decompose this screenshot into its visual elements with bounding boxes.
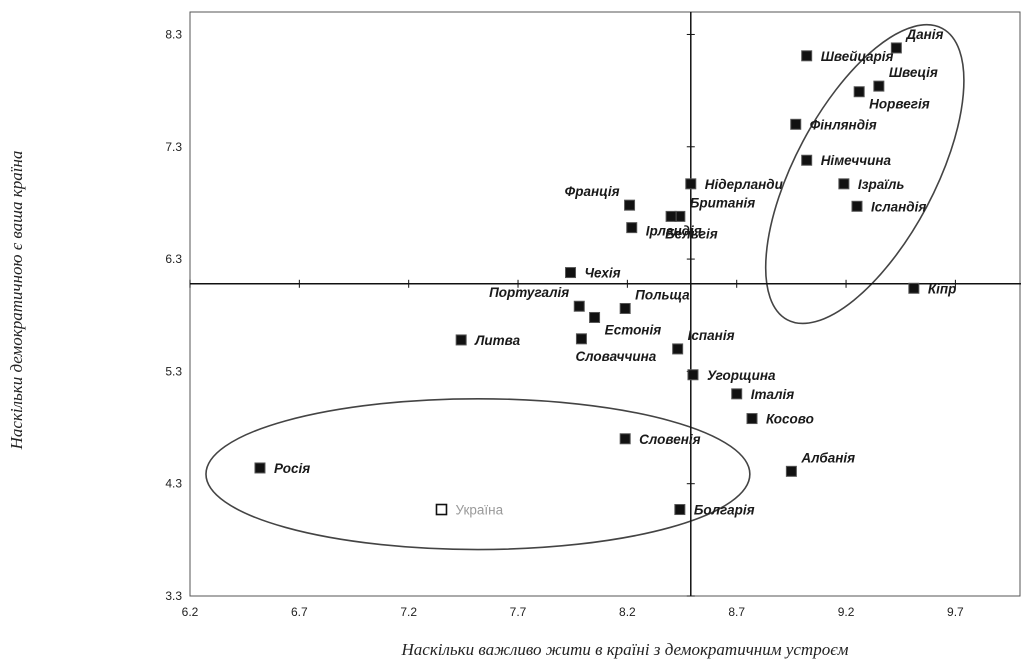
plot-area xyxy=(189,11,1021,597)
data-point-marker xyxy=(619,433,631,445)
x-tick-label: 6.7 xyxy=(291,605,308,619)
data-point-marker xyxy=(575,333,587,345)
data-point-label: Чехія xyxy=(585,266,621,281)
y-tick-label: 8.3 xyxy=(165,27,182,41)
y-axis-title: Наскільки демократичною є ваша країна xyxy=(7,151,26,451)
data-point-label: Польща xyxy=(635,287,690,302)
data-point-label: Ізраїль xyxy=(858,177,905,192)
data-point-marker xyxy=(674,504,686,516)
highlight-ellipses xyxy=(205,23,965,551)
data-point-marker xyxy=(254,462,266,474)
data-point-marker xyxy=(853,86,865,98)
x-tick-label: 7.7 xyxy=(510,605,527,619)
y-tick-label: 4.3 xyxy=(165,477,182,491)
data-point-label: Косово xyxy=(766,412,814,427)
data-point-label: Росія xyxy=(274,461,310,476)
data-point-marker xyxy=(790,118,802,130)
data-point-label: Нідерланди xyxy=(705,177,784,192)
data-point-label: Португалія xyxy=(489,285,569,300)
data-point-label: Албанія xyxy=(800,450,855,465)
data-point-marker xyxy=(908,282,920,294)
data-point-label: Ісландія xyxy=(871,199,926,214)
data-point-marker xyxy=(746,413,758,425)
x-tick-label: 8.7 xyxy=(728,605,745,619)
data-point-marker xyxy=(565,267,577,279)
data-point-label: Болгарія xyxy=(694,503,755,518)
data-point-marker xyxy=(873,80,885,92)
x-tick-label: 7.2 xyxy=(400,605,417,619)
data-point-marker xyxy=(685,178,697,190)
x-tick-label: 6.2 xyxy=(182,605,199,619)
data-point-marker xyxy=(890,42,902,54)
data-point-label: Швейцарія xyxy=(821,49,894,64)
data-point-label: Фінляндія xyxy=(810,117,877,132)
data-points xyxy=(254,42,920,516)
data-point-label: Данія xyxy=(905,27,943,42)
data-point-label: Норвегія xyxy=(869,97,930,112)
x-axis-title: Наскільки важливо жити в країні з демокр… xyxy=(401,640,849,659)
x-tick-label: 9.2 xyxy=(838,605,855,619)
data-point-marker xyxy=(665,210,677,222)
data-point-label: Італія xyxy=(751,387,795,402)
data-point-label: Іспанія xyxy=(688,328,735,343)
data-point-label: Словенія xyxy=(639,432,700,447)
data-point-marker xyxy=(672,343,684,355)
x-tick-label: 8.2 xyxy=(619,605,636,619)
y-tick-label: 6.3 xyxy=(165,252,182,266)
data-point-marker xyxy=(851,200,863,212)
data-point-label: Франція xyxy=(565,184,620,199)
y-tick-label: 3.3 xyxy=(165,589,182,603)
data-point-marker xyxy=(838,178,850,190)
data-point-marker xyxy=(801,50,813,62)
data-point-marker xyxy=(624,199,636,211)
data-point-label: Бельгія xyxy=(665,226,718,241)
x-tick-label: 9.7 xyxy=(947,605,964,619)
y-tick-label: 5.3 xyxy=(165,364,182,378)
data-point-marker xyxy=(619,302,631,314)
data-point-marker xyxy=(626,222,638,234)
data-point-label: Литва xyxy=(474,333,521,348)
x-axis-ticks: 6.2 6.7 7.2 7.7 8.2 8.7 9.2 9.7 xyxy=(182,605,964,619)
data-point-label: Швеція xyxy=(889,65,938,80)
data-point-label: Німеччина xyxy=(821,153,892,168)
data-point-marker xyxy=(731,388,743,400)
data-point-label: Україна xyxy=(455,503,503,518)
data-point-label: Британія xyxy=(690,195,755,210)
data-point-marker xyxy=(455,334,467,346)
data-point-label: Ірландія xyxy=(646,224,702,239)
y-axis-ticks: 3.3 4.3 5.3 6.3 7.3 8.3 xyxy=(165,27,182,603)
data-point-marker xyxy=(687,369,699,381)
y-tick-label: 7.3 xyxy=(165,140,182,154)
data-point-marker xyxy=(589,311,601,323)
plot-border xyxy=(189,11,1021,597)
highlight-ellipse xyxy=(205,397,751,551)
crosshair-lines xyxy=(189,12,1021,597)
data-point-label: Угорщина xyxy=(707,368,776,383)
data-point-marker xyxy=(785,465,797,477)
highlight-ellipse xyxy=(764,23,965,325)
data-point-marker xyxy=(801,154,813,166)
data-point-label: Кіпр xyxy=(928,281,957,296)
data-point-label: Словаччина xyxy=(575,349,656,364)
data-point-marker xyxy=(435,503,448,516)
data-point-label: Естонія xyxy=(605,322,662,337)
data-point-marker xyxy=(573,300,585,312)
